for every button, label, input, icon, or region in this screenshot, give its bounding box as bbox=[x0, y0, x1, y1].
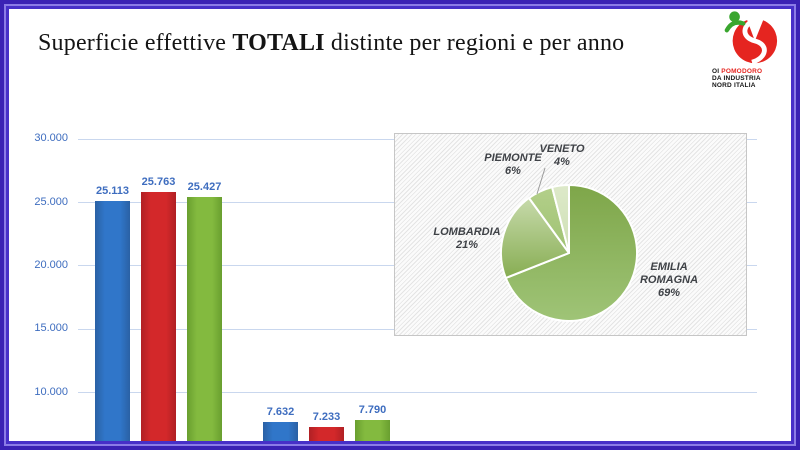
pie-slice-label-emilia-romagna: EMILIA ROMAGNA 69% bbox=[640, 261, 698, 300]
logo-text: OI POMODORO DA INDUSTRIA NORD ITALIA bbox=[712, 68, 792, 89]
pie-label-line: ROMAGNA bbox=[639, 274, 699, 286]
logo: OI POMODORO DA INDUSTRIA NORD ITALIA bbox=[712, 9, 792, 89]
pie-label-line: 21% bbox=[455, 239, 479, 251]
logo-line-2: DA INDUSTRIA bbox=[712, 75, 761, 82]
title-bold-word: TOTALI bbox=[232, 30, 325, 56]
logo-line-1: OI POMODORO bbox=[712, 68, 792, 75]
logo-pomodoro: POMODORO bbox=[721, 68, 763, 75]
page-title: Superficie effettive TOTALI distinte per… bbox=[38, 30, 738, 57]
logo-mark bbox=[724, 11, 778, 65]
bar-value-label: 7.632 bbox=[266, 405, 295, 418]
bar-blue-group1 bbox=[95, 200, 130, 450]
bar-value-label: 25.113 bbox=[95, 184, 130, 197]
pie-label-line: 6% bbox=[505, 165, 521, 177]
pie-slice-label-lombardia: LOMBARDIA 21% bbox=[433, 226, 500, 252]
bar-value-label: 25.427 bbox=[187, 180, 222, 193]
y-axis-tick-label: 15.000 bbox=[34, 322, 68, 335]
pie-chart bbox=[500, 183, 638, 322]
pie-label-line: 4% bbox=[554, 156, 570, 168]
bar-value-label: 7.790 bbox=[358, 403, 387, 416]
bar-value-label: 25.763 bbox=[141, 176, 176, 189]
logo-line-3: NORD ITALIA bbox=[712, 82, 756, 89]
pie-label-line: PIEMONTE bbox=[484, 152, 542, 164]
pie-leader-line bbox=[536, 167, 546, 195]
logo-tomato-swirl bbox=[742, 17, 767, 65]
pie-label-line: VENETO bbox=[539, 143, 585, 155]
y-axis-tick-label: 30.000 bbox=[34, 132, 68, 145]
logo-oi: OI bbox=[712, 68, 722, 75]
bar-green-group2 bbox=[355, 419, 390, 450]
logo-figure-body-icon bbox=[724, 20, 746, 33]
logo-figure-head-icon bbox=[729, 11, 740, 23]
bar-value-label: 7.233 bbox=[312, 411, 341, 423]
y-axis-tick-label: 10.000 bbox=[34, 385, 68, 398]
bar-red-group2 bbox=[309, 427, 344, 450]
pie-label-line: LOMBARDIA bbox=[433, 226, 501, 238]
pie-label-line: EMILIA bbox=[650, 261, 688, 273]
y-axis-tick-label: 20.000 bbox=[34, 258, 68, 271]
pie-slice-emilia-romagna bbox=[504, 184, 638, 322]
bar-green-group1 bbox=[187, 196, 222, 450]
pie-slice-veneto bbox=[551, 183, 570, 254]
pie-slice-label-piemonte: PIEMONTE 6% bbox=[484, 152, 541, 178]
title-prefix: Superficie effettive bbox=[38, 30, 233, 56]
pie-chart-panel: EMILIA ROMAGNA 69% LOMBARDIA 21% PIEMONTE 6% VE… bbox=[394, 133, 747, 336]
pie-label-line: 69% bbox=[657, 287, 681, 299]
bar-red-group1 bbox=[141, 192, 176, 450]
pie-slice-label-veneto: VENETO 4% bbox=[539, 143, 584, 169]
gridline bbox=[78, 392, 757, 393]
y-axis-tick-label: 25.000 bbox=[34, 195, 68, 208]
bar-blue-group2 bbox=[263, 421, 298, 450]
title-suffix: distinte per regioni e per anno bbox=[324, 30, 625, 56]
pie-slice-lombardia bbox=[500, 197, 570, 279]
